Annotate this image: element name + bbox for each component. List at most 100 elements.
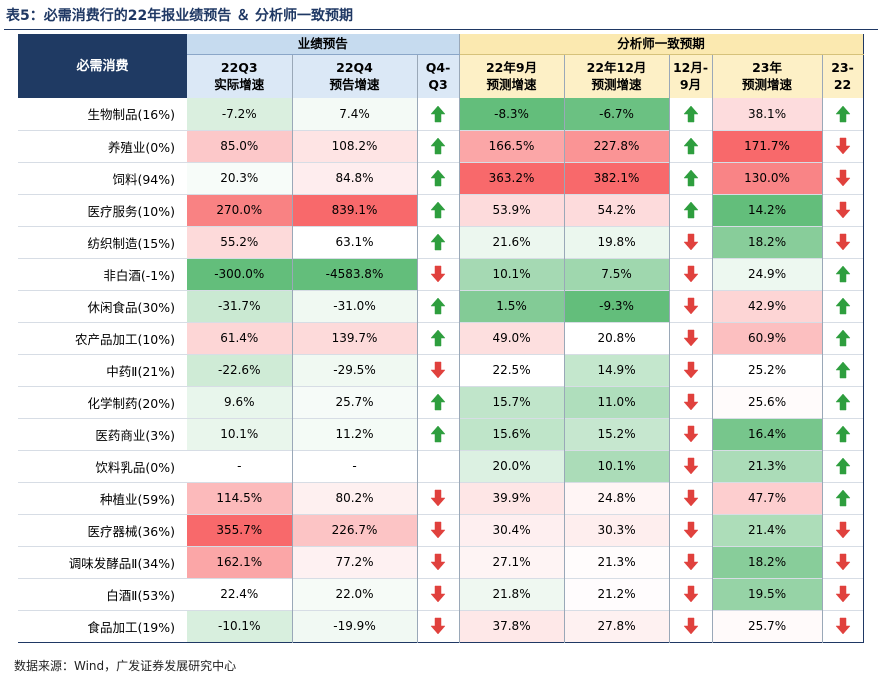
value-cell-q3: 85.0% — [187, 130, 292, 162]
value-cell-q3: 355.7% — [187, 514, 292, 546]
change-arrow-cell — [668, 194, 713, 226]
value-cell-q4: 22.0% — [291, 578, 417, 610]
row-sector-name: 非白酒(-1%) — [103, 267, 175, 283]
arrow-up-icon — [430, 137, 446, 155]
change-arrow-cell — [821, 578, 864, 610]
value-cell-sep: 21.6% — [458, 226, 565, 258]
arrow-down-icon — [682, 617, 699, 635]
value-cell-sep: 37.8% — [458, 610, 565, 642]
value-cell-q3: 10.1% — [187, 418, 292, 450]
table-row: 农产品加工(10%) 61.4% 139.7% 49.0% 20.8% 60.9% — [18, 322, 864, 354]
arrow-down-icon — [682, 457, 699, 475]
value-cell-y23: 18.2% — [711, 226, 823, 258]
arrow-down-icon — [430, 617, 446, 635]
value-cell-q3: 9.6% — [187, 386, 292, 418]
row-sector-name: 化学制药(20%) — [87, 395, 175, 411]
change-arrow-cell — [668, 354, 713, 386]
value-cell-sep: 10.1% — [458, 258, 565, 290]
row-sector-name: 医疗服务(10%) — [87, 203, 175, 219]
caption-rule — [4, 29, 878, 30]
arrow-down-icon — [682, 489, 699, 507]
value-cell-sep: 53.9% — [458, 194, 565, 226]
value-cell-dec: 27.8% — [563, 610, 670, 642]
change-arrow-cell — [668, 98, 713, 130]
value-cell-q3: -7.2% — [187, 98, 292, 130]
change-arrow-cell — [821, 354, 864, 386]
change-arrow-cell — [668, 130, 713, 162]
value-cell-q3: 114.5% — [187, 482, 292, 514]
value-cell-q4: -31.0% — [291, 290, 417, 322]
arrow-down-icon — [834, 585, 851, 603]
change-arrow-cell — [668, 578, 713, 610]
value-cell-sep: 363.2% — [458, 162, 565, 194]
arrow-up-icon — [682, 105, 699, 123]
value-cell-y23: 24.9% — [711, 258, 823, 290]
change-arrow-cell — [821, 386, 864, 418]
value-cell-dec: 10.1% — [563, 450, 670, 482]
change-arrow-cell — [416, 226, 460, 258]
value-cell-y23: 42.9% — [711, 290, 823, 322]
arrow-down-icon — [834, 521, 851, 539]
table-row: 生物制品(16%) -7.2% 7.4% -8.3% -6.7% 38.1% — [18, 98, 864, 130]
table-row: 纺织制造(15%) 55.2% 63.1% 21.6% 19.8% 18.2% — [18, 226, 864, 258]
arrow-down-icon — [682, 585, 699, 603]
value-cell-q3: -10.1% — [187, 610, 292, 642]
value-cell-q3: 162.1% — [187, 546, 292, 578]
change-arrow-cell — [821, 610, 864, 642]
header-22-sep: 22年9月 预测增速 — [458, 54, 565, 98]
value-cell-dec: 21.3% — [563, 546, 670, 578]
value-cell-sep: 1.5% — [458, 290, 565, 322]
value-cell-sep: 21.8% — [458, 578, 565, 610]
header-sector: 必需消费 — [18, 34, 187, 98]
change-arrow-cell — [821, 322, 864, 354]
change-arrow-cell — [416, 322, 460, 354]
arrow-up-icon — [834, 297, 851, 315]
value-cell-y23: 21.4% — [711, 514, 823, 546]
change-arrow-cell — [821, 450, 864, 482]
value-cell-dec: 11.0% — [563, 386, 670, 418]
arrow-down-icon — [682, 425, 699, 443]
value-cell-q4: 25.7% — [291, 386, 417, 418]
change-arrow-cell — [821, 482, 864, 514]
arrow-down-icon — [834, 169, 851, 187]
value-cell-q3: 61.4% — [187, 322, 292, 354]
arrow-down-icon — [682, 329, 699, 347]
change-arrow-cell — [668, 290, 713, 322]
arrow-up-icon — [834, 457, 851, 475]
change-arrow-cell — [416, 194, 460, 226]
arrow-up-icon — [682, 201, 699, 219]
value-cell-q4: 226.7% — [291, 514, 417, 546]
arrow-down-icon — [430, 489, 446, 507]
change-arrow-cell — [416, 98, 460, 130]
arrow-up-icon — [430, 425, 446, 443]
arrow-up-icon — [682, 137, 699, 155]
value-cell-sep: 49.0% — [458, 322, 565, 354]
arrow-up-icon — [430, 105, 446, 123]
row-sector-name: 调味发酵品Ⅱ(34%) — [68, 555, 175, 571]
header-23: 23年 预测增速 — [711, 54, 823, 98]
value-cell-q4: -4583.8% — [291, 258, 417, 290]
value-cell-dec: 15.2% — [563, 418, 670, 450]
row-sector-name: 休闲食品(30%) — [87, 299, 175, 315]
row-sector-name: 纺织制造(15%) — [87, 235, 175, 251]
value-cell-q3: 270.0% — [187, 194, 292, 226]
value-cell-y23: 25.2% — [711, 354, 823, 386]
table-row: 种植业(59%) 114.5% 80.2% 39.9% 24.8% 47.7% — [18, 482, 864, 514]
arrow-up-icon — [834, 361, 851, 379]
value-cell-dec: 30.3% — [563, 514, 670, 546]
value-cell-q3: -22.6% — [187, 354, 292, 386]
change-arrow-cell — [668, 514, 713, 546]
value-cell-sep: 166.5% — [458, 130, 565, 162]
arrow-down-icon — [682, 393, 699, 411]
value-cell-dec: 7.5% — [563, 258, 670, 290]
value-cell-q4: 108.2% — [291, 130, 417, 162]
value-cell-dec: 54.2% — [563, 194, 670, 226]
header-22q4: 22Q4 预告增速 — [291, 54, 417, 98]
value-cell-dec: 19.8% — [563, 226, 670, 258]
table-row: 白酒Ⅱ(53%) 22.4% 22.0% 21.8% 21.2% 19.5% — [18, 578, 864, 610]
change-arrow-cell — [668, 546, 713, 578]
change-arrow-cell — [416, 386, 460, 418]
arrow-up-icon — [430, 201, 446, 219]
table-body: 生物制品(16%) -7.2% 7.4% -8.3% -6.7% 38.1% 养殖业(0%)… — [18, 98, 864, 642]
value-cell-dec: 14.9% — [563, 354, 670, 386]
